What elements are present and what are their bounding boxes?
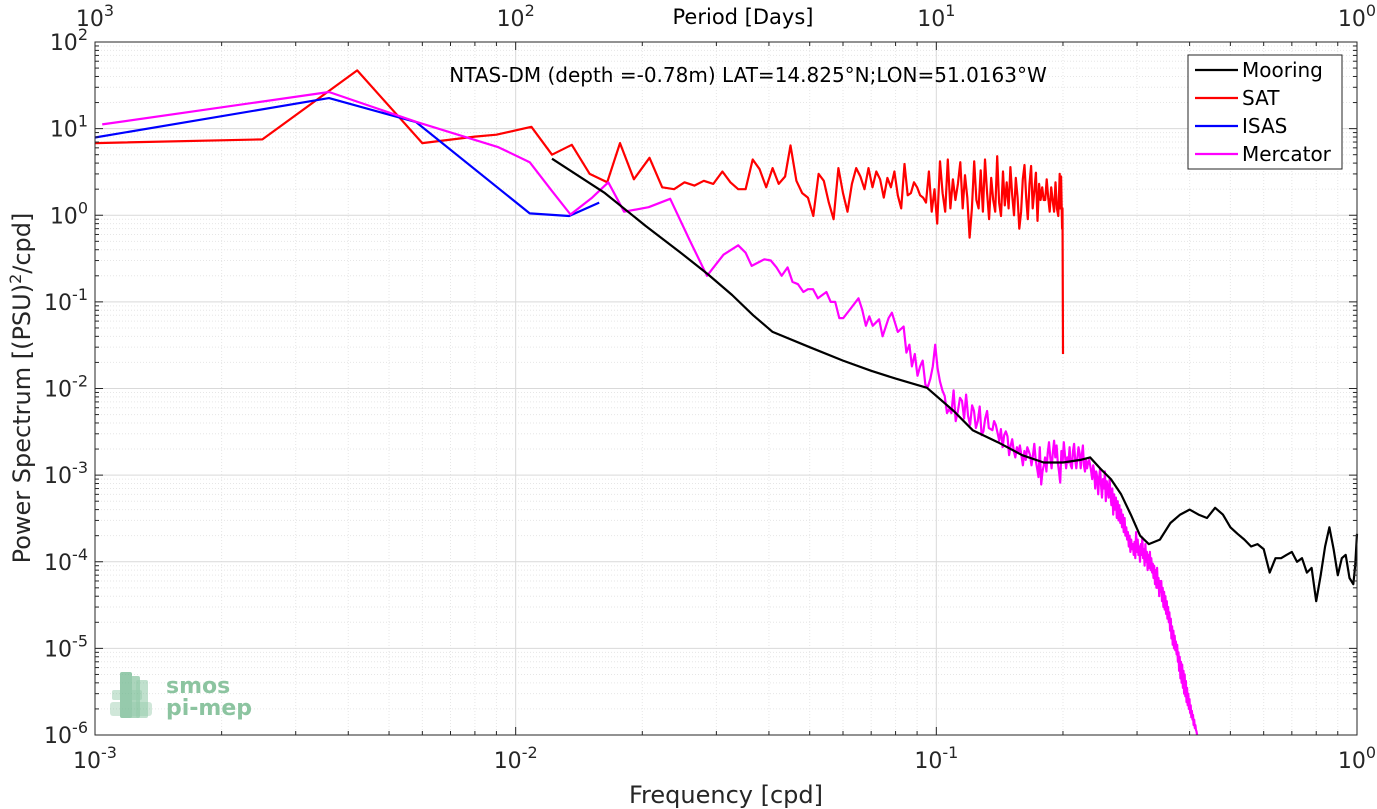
x-tick-labels: 10-3 10-2 10-1 100 <box>73 743 1376 774</box>
series-line-mercator <box>102 90 1199 736</box>
y-tick-label: 10-3 <box>44 458 88 489</box>
logo-line2: pi-mep <box>166 696 252 721</box>
x2-tick-label: 100 <box>1338 1 1376 32</box>
legend-label-mooring: Mooring <box>1242 58 1323 82</box>
y-tick-labels: 10-6 10-5 10-4 10-3 10-2 10-1 100 101 102 <box>44 25 88 749</box>
grid-minor <box>95 42 1357 735</box>
x2-tick-label: 102 <box>497 1 535 32</box>
x-tick-label: 10-3 <box>73 743 117 774</box>
y-tick-label: 100 <box>50 198 88 229</box>
legend-label-sat: SAT <box>1242 86 1280 110</box>
y-tick-label: 10-2 <box>44 372 88 403</box>
smos-pi-mep-logo: smos pi-mep <box>110 672 252 721</box>
x2-tick-label: 101 <box>917 1 955 32</box>
logo-line1: smos <box>166 674 230 699</box>
series-layer <box>94 69 1359 736</box>
y-axis-label: Power Spectrum [(PSU)2/cpd] <box>6 213 36 564</box>
x-tick-label: 100 <box>1338 743 1376 774</box>
series-line-isas <box>94 96 600 218</box>
y-tick-label: 10-4 <box>44 545 88 576</box>
legend-label-mercator: Mercator <box>1242 142 1332 166</box>
legend-label-isas: ISAS <box>1242 114 1287 138</box>
top-period-tick-labels: 103 102 101 100 <box>76 1 1376 32</box>
legend: Mooring SAT ISAS Mercator <box>1187 54 1343 170</box>
chart-title: NTAS-DM (depth =-0.78m) LAT=14.825°N;LON… <box>449 63 1047 87</box>
series-line-sat <box>94 69 1065 355</box>
top-axis-label: Period [Days] <box>673 5 814 29</box>
x-tick-label: 10-2 <box>494 743 538 774</box>
y-tick-label: 10-1 <box>44 285 88 316</box>
x-tick-label: 10-1 <box>914 743 958 774</box>
y-tick-label: 10-6 <box>44 718 88 749</box>
x2-tick-label: 103 <box>76 1 114 32</box>
y-tick-label: 101 <box>50 112 88 143</box>
series-line-mooring <box>551 157 1359 603</box>
legend-box <box>1187 54 1343 170</box>
axis-ticks <box>94 42 1357 736</box>
x-axis-label: Frequency [cpd] <box>629 781 823 809</box>
y-tick-label: 102 <box>50 25 88 56</box>
y-tick-label: 10-5 <box>44 631 88 662</box>
